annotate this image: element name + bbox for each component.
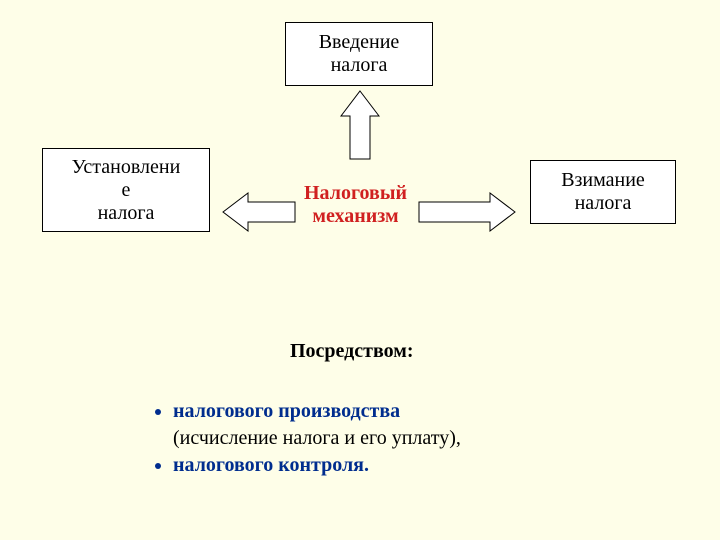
center-line2: механизм <box>312 205 398 227</box>
box-left-line3: налога <box>98 202 155 225</box>
list-item: налогового производства (исчисление нало… <box>173 398 461 452</box>
bullet-1-main: налогового производства <box>173 400 400 422</box>
arrow-left-icon <box>222 192 296 232</box>
box-left-line1: Установлени <box>72 156 181 179</box>
box-left: Установлени е налога <box>42 148 210 232</box>
bullet-list: налогового производства (исчисление нало… <box>145 398 461 479</box>
center-label: Налоговый механизм <box>304 182 407 228</box>
subheading: Посредством: <box>290 340 414 363</box>
box-right: Взимание налога <box>530 160 676 224</box>
arrow-up-icon <box>340 90 380 160</box>
box-right-line1: Взимание <box>561 169 645 192</box>
box-top-line2: налога <box>331 54 388 77</box>
bullet-1-sub: (исчисление налога и его уплату), <box>173 427 461 449</box>
bullet-2-main: налогового контроля. <box>173 454 369 476</box>
center-line1: Налоговый <box>304 182 407 204</box>
arrow-right-icon <box>418 192 516 232</box>
box-top-line1: Введение <box>319 31 400 54</box>
box-right-line2: налога <box>575 192 632 215</box>
box-left-line2: е <box>122 179 131 202</box>
list-item: налогового контроля. <box>173 452 461 479</box>
box-top: Введение налога <box>285 22 433 86</box>
